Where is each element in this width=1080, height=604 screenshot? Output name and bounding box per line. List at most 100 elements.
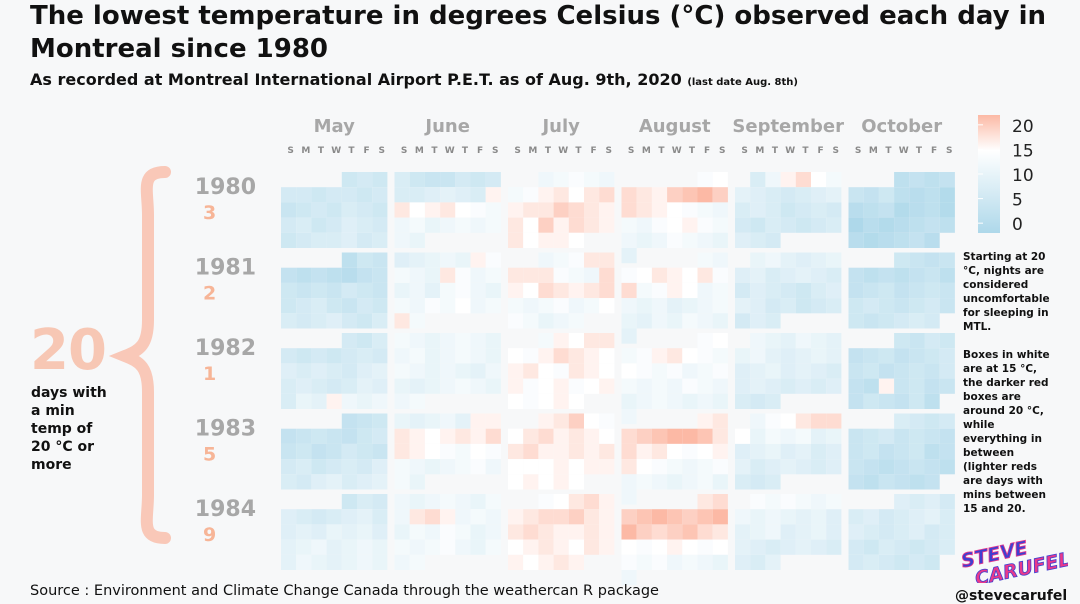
day-cell	[409, 363, 425, 379]
day-cell	[621, 539, 637, 555]
year-hot-night-count: 5	[203, 444, 216, 466]
day-cell	[508, 393, 524, 409]
day-cell	[780, 428, 796, 444]
day-cell	[712, 443, 728, 460]
day-cell	[621, 474, 637, 490]
day-cell	[750, 459, 766, 475]
day-cell	[780, 539, 796, 555]
day-cell	[682, 187, 698, 203]
day-cell	[372, 378, 388, 394]
day-cell	[485, 494, 501, 510]
day-cell	[523, 232, 539, 248]
day-cell	[523, 282, 539, 299]
day-cell	[826, 494, 842, 510]
day-cell	[909, 474, 925, 490]
day-cell	[863, 187, 879, 203]
day-cell	[470, 267, 486, 283]
day-cell	[909, 459, 925, 475]
day-cell	[924, 217, 940, 233]
day-cell	[296, 428, 312, 444]
day-cell	[712, 333, 728, 349]
day-cell	[621, 393, 637, 409]
day-cell	[538, 393, 554, 409]
day-cell	[440, 363, 456, 379]
day-cell	[765, 413, 781, 429]
day-cell	[621, 428, 637, 444]
day-cell	[636, 539, 652, 555]
day-cell	[296, 509, 312, 525]
day-cell	[848, 348, 864, 364]
day-cell	[780, 459, 796, 475]
weekday-label: T	[575, 146, 582, 156]
day-cell	[924, 554, 940, 570]
day-cell	[909, 298, 925, 314]
day-cell	[651, 443, 668, 460]
month-label: October	[861, 116, 942, 137]
day-cell	[341, 524, 357, 540]
day-cell	[485, 202, 501, 218]
day-cell	[765, 494, 781, 510]
day-cell	[523, 348, 539, 364]
day-cell	[568, 348, 584, 364]
day-cell	[750, 313, 766, 329]
day-cell	[470, 524, 486, 540]
day-cell	[440, 524, 456, 540]
day-cell	[538, 428, 554, 444]
day-cell	[455, 378, 471, 394]
day-cell	[765, 378, 781, 394]
day-cell	[281, 232, 297, 248]
day-cell	[584, 509, 600, 525]
day-cell	[795, 348, 811, 364]
day-cell	[697, 202, 713, 218]
month-label: May	[314, 116, 356, 137]
day-cell	[924, 494, 940, 510]
day-cell	[470, 363, 486, 379]
day-cell	[440, 252, 456, 268]
day-cell	[939, 413, 955, 429]
day-cell	[311, 363, 327, 379]
day-cell	[811, 172, 827, 188]
day-cell	[826, 539, 842, 555]
day-cell	[341, 187, 357, 203]
day-cell	[584, 494, 600, 510]
day-cell	[924, 443, 940, 460]
day-cell	[311, 474, 327, 490]
day-cell	[296, 267, 312, 283]
day-cell	[599, 428, 615, 444]
day-cell	[621, 378, 637, 394]
day-cell	[894, 172, 910, 188]
day-cell	[750, 363, 766, 379]
day-cell	[682, 298, 698, 314]
day-cell	[311, 348, 327, 364]
day-cell	[553, 393, 569, 409]
day-cell	[712, 202, 728, 218]
day-cell	[470, 252, 486, 268]
day-cell	[636, 428, 652, 444]
day-cell	[455, 524, 471, 540]
day-cell	[455, 459, 471, 475]
day-cell	[296, 393, 312, 409]
day-cell	[394, 187, 410, 203]
day-cell	[712, 282, 728, 299]
day-cell	[372, 509, 388, 525]
day-cell	[863, 363, 879, 379]
weekday-label: W	[558, 146, 568, 156]
day-cell	[409, 443, 425, 460]
day-cell	[735, 267, 751, 283]
day-cell	[424, 333, 441, 349]
day-cell	[697, 282, 713, 299]
day-cell	[538, 267, 554, 283]
day-cell	[848, 282, 864, 299]
day-cell	[470, 172, 486, 188]
day-cell	[394, 554, 410, 570]
day-cell	[508, 202, 524, 218]
day-cell	[735, 282, 751, 299]
day-cell	[341, 494, 357, 510]
day-cell	[795, 494, 811, 510]
day-cell	[508, 539, 524, 555]
day-cell	[826, 187, 842, 203]
day-cell	[750, 333, 766, 349]
day-cell	[372, 413, 388, 429]
day-cell	[878, 217, 895, 233]
legend-tick-label: 20	[1012, 117, 1034, 137]
